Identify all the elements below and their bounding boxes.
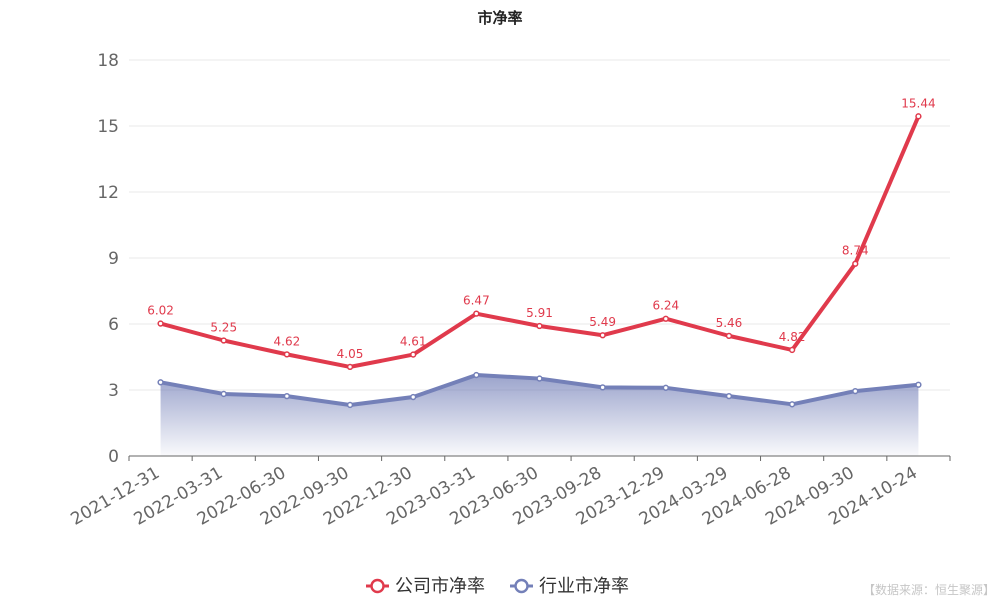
company-pb-point[interactable] <box>662 315 669 322</box>
company-pb-point[interactable] <box>599 332 606 339</box>
data-labels: 6.02 5.25 4.62 4.05 4.61 6.47 5.91 5.49 6.24 5.46… <box>147 96 935 361</box>
company-pb-point[interactable] <box>788 346 796 354</box>
company-pb-data-label: 6.47 <box>463 294 490 308</box>
company-pb-point[interactable] <box>220 337 227 344</box>
company-pb-point[interactable] <box>852 260 859 267</box>
chart-series <box>157 113 922 456</box>
industry-pb-point[interactable] <box>473 371 480 379</box>
y-tick-label: 0 <box>108 447 119 467</box>
industry-pb-point[interactable] <box>410 393 417 401</box>
y-tick-label: 15 <box>97 117 119 137</box>
company-pb-data-label: 8.74 <box>842 244 869 258</box>
company-pb-data-label: 4.82 <box>779 330 806 344</box>
company-pb-point[interactable] <box>283 351 291 358</box>
chart-axes: 03691215182021-12-312022-03-312022-06-30… <box>68 51 951 530</box>
company-pb-point[interactable] <box>410 351 417 358</box>
company-legend-marker-icon <box>370 578 385 594</box>
company-pb-point[interactable] <box>536 322 543 330</box>
y-tick-label: 12 <box>97 183 119 203</box>
company-pb-data-label: 5.46 <box>716 316 743 330</box>
company-pb-data-label: 6.24 <box>652 299 679 313</box>
industry-pb-point[interactable] <box>346 401 354 409</box>
legend-industry-label: 行业市净率 <box>539 576 629 597</box>
industry-pb-point[interactable] <box>662 384 669 391</box>
company-pb-point[interactable] <box>725 332 733 340</box>
y-tick-label: 6 <box>108 315 119 335</box>
company-pb-data-label: 5.25 <box>210 321 237 335</box>
industry-pb-point[interactable] <box>599 384 606 391</box>
legend[interactable]: 公司市净率 行业市净率 <box>366 576 629 597</box>
industry-pb-point[interactable] <box>220 390 227 398</box>
chart-title: 市净率 <box>477 9 522 27</box>
y-tick-label: 9 <box>108 249 119 269</box>
industry-pb-point[interactable] <box>283 393 291 400</box>
company-pb-data-label: 4.05 <box>337 347 364 361</box>
company-pb-point[interactable] <box>157 320 164 327</box>
industry-pb-point[interactable] <box>788 401 796 408</box>
industry-pb-point[interactable] <box>725 393 733 400</box>
industry-pb-point[interactable] <box>852 387 859 395</box>
company-pb-data-label: 15.44 <box>901 96 935 110</box>
legend-item-industry[interactable]: 行业市净率 <box>510 576 629 597</box>
company-pb-data-label: 4.62 <box>274 334 301 348</box>
company-pb-data-label: 6.02 <box>147 304 174 318</box>
y-tick-label: 3 <box>108 381 119 401</box>
industry-legend-marker-icon <box>514 578 529 594</box>
industry-pb-area <box>160 375 919 456</box>
y-tick-label: 18 <box>97 51 119 71</box>
company-pb-point[interactable] <box>346 363 354 371</box>
legend-item-company[interactable]: 公司市净率 <box>366 576 485 597</box>
company-pb-data-label: 5.91 <box>526 306 553 320</box>
company-pb-point[interactable] <box>473 310 480 317</box>
data-source-watermark: 【数据来源：恒生聚源】 <box>863 582 995 597</box>
industry-pb-point[interactable] <box>536 375 543 382</box>
company-pb-point[interactable] <box>915 113 922 120</box>
industry-pb-point[interactable] <box>915 381 922 388</box>
industry-pb-point[interactable] <box>157 379 164 386</box>
company-pb-data-label: 4.61 <box>400 335 427 349</box>
legend-company-label: 公司市净率 <box>395 576 485 597</box>
company-pb-data-label: 5.49 <box>589 315 616 329</box>
